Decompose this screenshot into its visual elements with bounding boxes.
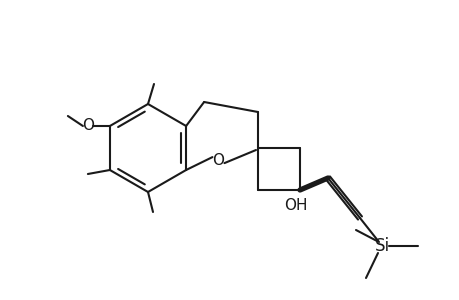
Text: OH: OH bbox=[284, 199, 307, 214]
Text: O: O bbox=[212, 153, 224, 168]
Text: O: O bbox=[82, 118, 94, 134]
Text: Si: Si bbox=[374, 237, 389, 255]
